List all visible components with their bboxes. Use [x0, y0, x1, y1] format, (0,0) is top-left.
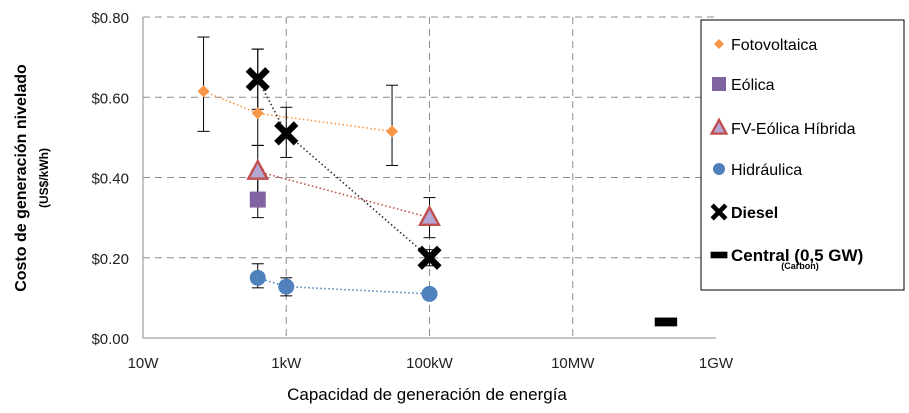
- series-line-fv-e-lica-h-brida: [257, 170, 430, 219]
- series-line-diesel: [257, 78, 431, 259]
- series-lines: [203, 78, 431, 295]
- y-tick-label: $0.20: [91, 251, 129, 268]
- legend-label-diesel: Diesel: [731, 205, 778, 222]
- legend-label-hidr-ulica: Hidráulica: [731, 162, 802, 179]
- x-stroke: [710, 203, 728, 221]
- legend-marker-central-0-5-gw-: [710, 251, 728, 259]
- series-line-hidr-ulica: [257, 277, 430, 295]
- data-point-e-lica: [249, 191, 266, 208]
- legend: Fotovoltaica Eólica FV-Eólica Híbrida Hidrá…: [700, 19, 905, 291]
- legend-box: [700, 19, 905, 291]
- data-point-fv-e-lica-h-brida: [418, 204, 441, 227]
- data-point-fotovoltaica: [386, 125, 399, 138]
- x-tick-label: 10W: [128, 355, 160, 372]
- data-point-diesel: [245, 67, 270, 92]
- data-point-hidr-ulica: [421, 285, 438, 302]
- y-tick-label: $0.00: [91, 331, 129, 348]
- tick-labels: $0.00 $0.20 $0.40 $0.60 $0.80 10W 1kW 100kW 10MW…: [91, 10, 733, 372]
- x-tick-label: 10MW: [551, 355, 595, 372]
- legend-label-fotovoltaica: Fotovoltaica: [731, 37, 817, 54]
- data-point-diesel: [417, 245, 442, 270]
- error-bar-fotovoltaica: [197, 36, 210, 132]
- legend-label-fv-e-lica-h-brida: FV-Eólica Híbrida: [731, 121, 856, 138]
- legend-label-e-lica: Eólica: [731, 77, 775, 94]
- legend-marker-diesel: [710, 203, 728, 221]
- series-line-fotovoltaica: [203, 90, 393, 133]
- data-point-fotovoltaica: [197, 85, 210, 98]
- legend-marker-fv-e-lica-h-brida: [709, 117, 729, 135]
- y-tick-label: $0.40: [91, 171, 129, 188]
- legend-label-central-0-5-gw-: Central (0,5 GW): [731, 246, 863, 265]
- data-markers: [197, 67, 678, 327]
- x-tick-label: 100kW: [406, 355, 454, 372]
- axes: [142, 17, 716, 339]
- error-bars: [197, 36, 436, 297]
- legend-marker-hidr-ulica: [713, 163, 725, 175]
- x-stroke: [417, 245, 442, 270]
- data-point-diesel: [274, 121, 299, 146]
- x-stroke: [274, 121, 299, 146]
- x-axis-label: Capacidad de generación de energía: [287, 385, 567, 404]
- legend-sublabel-central-0-5-gw-: (Carbon): [781, 261, 819, 271]
- data-point-central-0-5-gw-: [654, 317, 678, 327]
- x-stroke: [245, 67, 270, 92]
- data-point-hidr-ulica: [278, 278, 295, 295]
- y-axis-label-group: Costo de generación nivelado: [13, 64, 30, 292]
- y-axis-unit-label: (US$/kWh): [37, 148, 51, 208]
- legend-marker-e-lica: [712, 77, 726, 91]
- data-point-hidr-ulica: [249, 269, 266, 286]
- error-bar-fotovoltaica: [386, 84, 399, 166]
- x-tick-label: 1GW: [699, 355, 734, 372]
- y-axis-label: Costo de generación nivelado: [13, 64, 30, 292]
- data-point-fv-e-lica-h-brida: [246, 158, 270, 180]
- data-point-fotovoltaica: [251, 107, 264, 120]
- legend-marker-fotovoltaica: [714, 39, 724, 49]
- x-tick-label: 1kW: [271, 355, 302, 372]
- y-axis-unit-group: (US$/kWh): [37, 148, 51, 208]
- y-tick-label: $0.80: [91, 10, 129, 27]
- y-tick-label: $0.60: [91, 90, 129, 107]
